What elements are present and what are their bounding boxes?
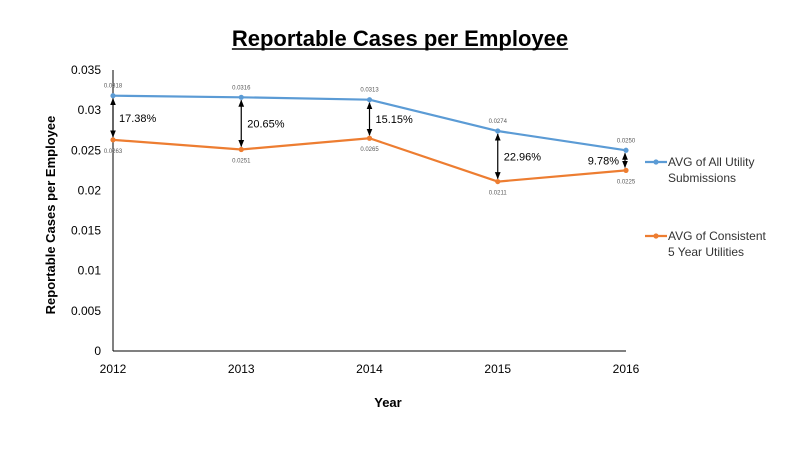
x-tick-label: 2016 <box>613 362 640 376</box>
y-tick-label: 0.005 <box>71 304 101 318</box>
data-point <box>623 147 629 153</box>
legend: AVG of All Utility Submissions AVG of Cons… <box>645 155 766 259</box>
x-tick-labels: 2012 2013 2014 2015 2016 <box>100 362 640 376</box>
y-tick-label: 0.03 <box>78 103 102 117</box>
legend-label: Submissions <box>668 171 736 185</box>
y-tick-label: 0.015 <box>71 224 101 238</box>
y-tick-label: 0.01 <box>78 264 102 278</box>
chart-title: Reportable Cases per Employee <box>232 26 568 51</box>
data-label: 0.0313 <box>360 88 379 94</box>
series-line <box>112 137 627 183</box>
legend-item-2: AVG of Consistent 5 Year Utilities <box>645 229 766 259</box>
difference-label: 9.78% <box>588 155 619 167</box>
point-labels: 0.0318 0.0316 0.0313 0.0274 0.0250 0.0263 0.02… <box>104 84 636 197</box>
y-axis-title: Reportable Cases per Employee <box>43 116 58 315</box>
difference-label: 22.96% <box>504 151 542 163</box>
difference-label: 15.15% <box>376 114 414 126</box>
difference-label: 17.38% <box>119 113 157 125</box>
y-tick-label: 0 <box>94 344 101 358</box>
data-point <box>238 146 244 153</box>
series-2 <box>110 135 629 185</box>
data-label: 0.0211 <box>489 191 508 197</box>
y-tick-labels: 0 0.005 0.01 0.015 0.02 0.025 0.03 0.035 <box>71 63 101 358</box>
data-point <box>366 97 373 103</box>
data-label: 0.0318 <box>104 84 123 90</box>
y-tick-label: 0.035 <box>71 63 101 77</box>
legend-label: 5 Year Utilities <box>668 245 744 259</box>
data-point <box>110 137 116 143</box>
data-point <box>238 94 244 100</box>
x-tick-label: 2015 <box>484 362 511 376</box>
x-axis-title: Year <box>374 395 401 410</box>
series-group <box>110 93 629 185</box>
data-label: 0.0251 <box>232 158 251 164</box>
y-tick-label: 0.02 <box>78 183 102 197</box>
data-label: 0.0250 <box>617 138 636 144</box>
data-point <box>495 178 501 185</box>
data-point <box>495 128 501 134</box>
data-label: 0.0263 <box>104 149 123 155</box>
x-tick-label: 2013 <box>228 362 255 376</box>
legend-swatch-marker <box>653 233 659 239</box>
legend-item-1: AVG of All Utility Submissions <box>645 155 754 185</box>
data-label: 0.0274 <box>489 119 508 125</box>
data-point <box>366 135 373 141</box>
data-label: 0.0265 <box>360 147 379 153</box>
difference-label: 20.65% <box>247 118 285 130</box>
series-1 <box>110 93 629 153</box>
data-label: 0.0225 <box>617 179 636 185</box>
data-point <box>110 93 116 99</box>
data-label: 0.0316 <box>232 85 251 91</box>
x-tick-label: 2014 <box>356 362 383 376</box>
legend-label: AVG of Consistent <box>668 229 766 243</box>
difference-arrows: 17.38% 20.65% 15.15% 22.96% 9.78% <box>110 97 628 180</box>
x-tick-label: 2012 <box>100 362 127 376</box>
legend-swatch-marker <box>653 159 659 165</box>
y-tick-label: 0.025 <box>71 143 101 157</box>
data-point <box>623 167 629 173</box>
legend-label: AVG of All Utility <box>668 155 754 169</box>
